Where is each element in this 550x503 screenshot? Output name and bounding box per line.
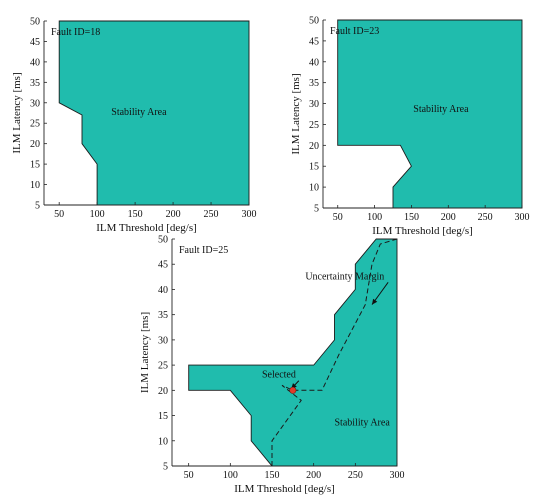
y-tick-label: 5 bbox=[35, 201, 40, 212]
x-tick-label: 200 bbox=[166, 209, 181, 220]
x-tick-label: 50 bbox=[54, 209, 64, 220]
stability-region bbox=[337, 19, 523, 209]
y-tick-label: 15 bbox=[30, 160, 40, 171]
uncertainty-margin-line bbox=[271, 238, 398, 466]
y-tick-label: 10 bbox=[158, 436, 168, 447]
annotation-label: Stability Area bbox=[335, 418, 391, 429]
fault-id-label: Fault ID=23 bbox=[330, 26, 379, 37]
x-tick-label: 300 bbox=[515, 212, 530, 223]
x-axis-label: ILM Threshold [deg/s] bbox=[372, 225, 473, 237]
annotation-label: Uncertainty Margin bbox=[305, 271, 384, 282]
x-tick-label: 200 bbox=[306, 470, 321, 481]
y-tick-label: 40 bbox=[30, 57, 40, 68]
y-tick-label: 35 bbox=[309, 78, 319, 89]
y-tick-label: 15 bbox=[309, 162, 319, 173]
y-tick-label: 20 bbox=[309, 141, 319, 152]
y-tick-label: 50 bbox=[30, 17, 40, 28]
region-label: Stability Area bbox=[413, 104, 469, 115]
y-tick-label: 45 bbox=[30, 37, 40, 48]
annotation-arrowhead bbox=[372, 298, 378, 305]
y-tick-label: 40 bbox=[309, 57, 319, 68]
x-axis-label: ILM Threshold [deg/s] bbox=[96, 222, 197, 234]
y-tick-label: 45 bbox=[309, 36, 319, 47]
panel-fault-18: 50 100 150 200 250 300 5 10 15 20 25 30 35 40 45 50 ILM … bbox=[11, 17, 257, 235]
y-tick-label: 30 bbox=[30, 98, 40, 109]
x-tick-label: 150 bbox=[128, 209, 143, 220]
fault-id-label: Fault ID=25 bbox=[179, 245, 228, 256]
y-tick-label: 35 bbox=[30, 78, 40, 89]
x-tick-label: 100 bbox=[367, 212, 382, 223]
x-tick-label: 100 bbox=[90, 209, 105, 220]
y-axis-label: ILM Latency [ms] bbox=[139, 312, 151, 393]
y-tick-label: 50 bbox=[158, 235, 168, 246]
y-tick-label: 5 bbox=[163, 462, 168, 473]
y-tick-label: 50 bbox=[309, 16, 319, 27]
region-label: Stability Area bbox=[111, 107, 167, 118]
x-tick-label: 50 bbox=[184, 470, 194, 481]
y-tick-label: 30 bbox=[158, 335, 168, 346]
x-axis-label: ILM Threshold [deg/s] bbox=[234, 483, 335, 495]
y-tick-label: 20 bbox=[30, 139, 40, 150]
y-tick-label: 25 bbox=[158, 361, 168, 372]
y-tick-label: 30 bbox=[309, 99, 319, 110]
y-tick-label: 40 bbox=[158, 285, 168, 296]
x-tick-label: 50 bbox=[333, 212, 343, 223]
y-tick-label: 10 bbox=[30, 180, 40, 191]
x-tick-label: 200 bbox=[441, 212, 456, 223]
x-tick-label: 250 bbox=[348, 470, 363, 481]
x-tick-label: 150 bbox=[265, 470, 280, 481]
panel-fault-23: 50 100 150 200 250 300 5 10 15 20 25 30 35 40 45 50 ILM … bbox=[290, 16, 530, 238]
x-tick-label: 250 bbox=[204, 209, 219, 220]
y-tick-label: 25 bbox=[309, 120, 319, 131]
panel-fault-25: 50 100 150 200 250 300 5 10 15 20 25 30 35 40 45 50 ILM … bbox=[139, 235, 405, 496]
y-tick-label: 25 bbox=[30, 119, 40, 130]
selected-point-marker bbox=[289, 386, 297, 394]
y-tick-label: 15 bbox=[158, 411, 168, 422]
fault-id-label: Fault ID=18 bbox=[51, 27, 100, 38]
annotation-label: Selected bbox=[262, 370, 296, 381]
y-tick-label: 5 bbox=[314, 204, 319, 215]
x-tick-label: 250 bbox=[478, 212, 493, 223]
y-axis-label: ILM Latency [ms] bbox=[290, 73, 302, 154]
stability-region bbox=[58, 20, 250, 206]
y-tick-label: 10 bbox=[309, 183, 319, 194]
x-tick-label: 100 bbox=[223, 470, 238, 481]
x-tick-label: 300 bbox=[242, 209, 257, 220]
x-tick-label: 300 bbox=[390, 470, 405, 481]
y-tick-label: 20 bbox=[158, 386, 168, 397]
y-tick-label: 45 bbox=[158, 260, 168, 271]
x-tick-label: 150 bbox=[404, 212, 419, 223]
y-tick-label: 35 bbox=[158, 310, 168, 321]
y-axis-label: ILM Latency [ms] bbox=[11, 72, 23, 153]
